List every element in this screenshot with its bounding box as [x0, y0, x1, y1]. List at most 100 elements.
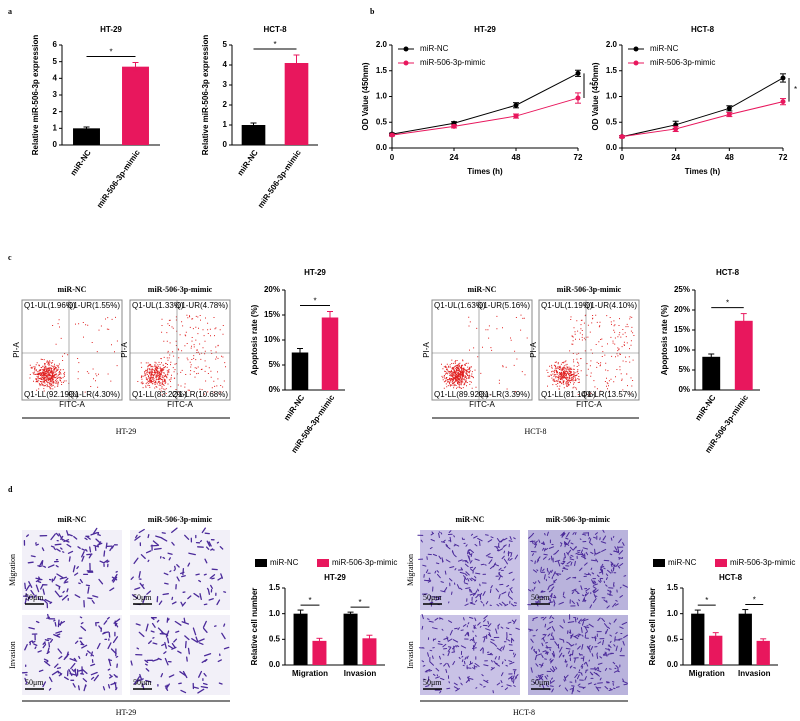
x-tick-label: miR-NC — [282, 393, 306, 422]
micro-image — [528, 615, 628, 695]
error-bar — [694, 609, 701, 618]
y-tick-label: 0.0 — [606, 143, 618, 152]
x-tick-label: 72 — [779, 153, 788, 162]
x-tick-label: miR-NC — [69, 148, 93, 177]
bar — [709, 635, 723, 665]
bar — [734, 320, 753, 390]
error-bar — [708, 353, 715, 361]
cell-texture — [21, 613, 121, 692]
quadrant-label: Q1-UR(4.78%) — [175, 301, 228, 310]
flow-axis-label: PI-A — [529, 342, 538, 358]
y-tick-label: 1.0 — [269, 609, 281, 618]
quadrant-label: Q1-LR(3.39%) — [478, 390, 530, 399]
y-tick-label: 0.0 — [667, 660, 679, 669]
y-tick-label: 0.0 — [269, 660, 281, 669]
chart-title: HCT-8 — [691, 25, 715, 34]
bar — [241, 125, 266, 145]
group-label: HT-29 — [116, 708, 137, 717]
y-tick-label: 1.0 — [376, 92, 388, 101]
quadrant-label: Q1-LR(13.57%) — [581, 390, 637, 399]
y-axis-label: Apoptosis rate (%) — [250, 304, 259, 375]
y-tick-label: 1.5 — [376, 66, 388, 75]
significance: * — [358, 598, 361, 607]
y-tick-label: 0% — [268, 385, 280, 394]
legend-label: miR-506-3p-mimic — [420, 58, 485, 67]
y-tick-label: 25% — [674, 285, 690, 294]
x-axis-label: Times (h) — [467, 167, 503, 176]
flow-axis-label: PI-A — [422, 342, 431, 358]
y-axis-label: Relative cell number — [250, 588, 259, 666]
bar — [312, 640, 327, 665]
bar — [291, 352, 309, 390]
significance: * — [308, 596, 311, 605]
chart-title: HCT-8 — [719, 573, 743, 582]
bar — [73, 128, 100, 145]
legend-label: miR-506-3p-mimic — [650, 58, 715, 67]
significance: * — [313, 297, 316, 306]
y-tick-label: 1 — [223, 120, 228, 129]
legend-marker — [633, 60, 639, 66]
x-tick-label: 48 — [512, 153, 521, 162]
y-axis-label: Relative miR-506-3p expression — [201, 35, 210, 156]
significance: * — [589, 81, 592, 90]
y-tick-label: 0% — [678, 385, 690, 394]
y-tick-label: 15% — [264, 310, 280, 319]
significance: * — [753, 596, 756, 605]
cell-texture — [417, 530, 518, 607]
micro-column-title: miR-506-3p-mimic — [546, 515, 611, 524]
point — [575, 95, 581, 101]
panel-label: a — [8, 7, 12, 16]
y-tick-label: 1.5 — [269, 583, 281, 592]
quadrant-label: Q1-LR(4.30%) — [68, 390, 120, 399]
flow-axis-label: FITC-A — [167, 400, 193, 409]
cell-texture — [528, 614, 628, 695]
y-tick-label: 5 — [223, 40, 228, 49]
x-tick-label: Invasion — [738, 669, 771, 678]
error-bar — [250, 122, 257, 128]
legend-label: miR-NC — [668, 558, 697, 567]
flow-title: miR-506-3p-mimic — [148, 285, 213, 294]
x-tick-label: miR-NC — [236, 148, 260, 177]
point — [619, 134, 625, 140]
micro-image — [22, 530, 122, 610]
error-bar — [297, 348, 303, 357]
chart-title: HCT-8 — [263, 25, 287, 34]
significance: * — [726, 299, 729, 308]
legend-swatch — [653, 559, 665, 567]
panel-label: c — [8, 253, 12, 262]
point — [513, 113, 519, 119]
chart-title: HT-29 — [474, 25, 496, 34]
scale-label: 50μm — [423, 678, 442, 687]
significance: * — [705, 596, 708, 605]
significance: * — [273, 40, 276, 49]
line — [621, 77, 784, 138]
y-tick-label: 0.0 — [376, 143, 388, 152]
bar — [284, 63, 309, 145]
cell-texture — [418, 614, 520, 694]
micro-row-label: Invasion — [406, 641, 415, 669]
micro-column-title: miR-NC — [456, 515, 485, 524]
y-tick-label: 2 — [223, 100, 228, 109]
x-tick-label: miR-506-3p-mimic — [95, 148, 142, 210]
chart-title: HT-29 — [100, 25, 122, 34]
error-bar — [760, 638, 767, 644]
y-tick-label: 1 — [53, 123, 58, 132]
flow-axis-label: PI-A — [12, 342, 21, 358]
quadrant-label: Q1-UR(5.16%) — [477, 301, 530, 310]
y-tick-label: 20% — [264, 285, 280, 294]
quadrant-label: Q1-UL(1.19%) — [541, 301, 593, 310]
group-label: HCT-8 — [525, 427, 547, 436]
scale-label: 50μm — [133, 678, 152, 687]
line — [621, 101, 784, 138]
bar — [343, 613, 358, 665]
point — [513, 102, 519, 108]
flow-title: miR-NC — [468, 285, 497, 294]
quadrant-label: Q1-LL(81.14%) — [541, 390, 596, 399]
x-tick-label: 48 — [725, 153, 734, 162]
bar — [122, 66, 149, 145]
y-tick-label: 10% — [674, 345, 690, 354]
quadrant-label: Q1-UR(4.10%) — [584, 301, 637, 310]
y-tick-label: 3 — [53, 90, 58, 99]
group-label: HT-29 — [116, 427, 137, 436]
y-tick-label: 3 — [223, 80, 228, 89]
